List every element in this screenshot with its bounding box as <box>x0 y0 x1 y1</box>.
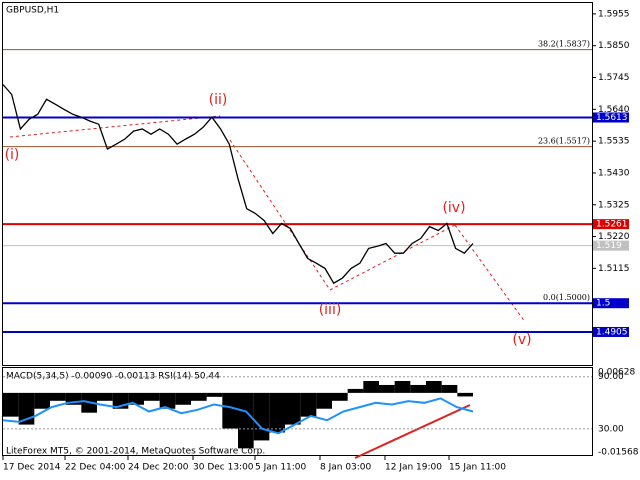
y-tick-label: 1.5745 <box>598 73 630 83</box>
rsi-line <box>2 397 474 435</box>
y-tick-label: 1.5220 <box>598 232 630 242</box>
macd-bar <box>175 392 191 405</box>
rsi-tick-label: 90.00 <box>598 372 624 382</box>
macd-bar <box>441 384 458 393</box>
price-box <box>593 298 629 309</box>
y-tick-label: 1.5850 <box>598 41 630 51</box>
wave-line <box>9 115 221 138</box>
macd-tick-label: -0.01568 <box>598 448 639 458</box>
y-tick-label: 1.5115 <box>598 264 630 274</box>
macd-bar <box>426 380 442 393</box>
macd-bar <box>18 392 35 425</box>
wave-label: (iii) <box>319 302 342 318</box>
macd-bar <box>363 380 379 393</box>
macd-bar <box>238 392 254 449</box>
macd-bar <box>34 392 50 409</box>
macd-bar <box>50 392 66 401</box>
indicator-frame <box>2 367 593 456</box>
rsi-trendline <box>354 404 471 459</box>
main-frame <box>2 2 593 366</box>
price-box <box>593 326 629 337</box>
fib-label: 23.6(1.5517) <box>538 137 590 146</box>
macd-bar <box>206 392 223 397</box>
price-box-label: 1.5 <box>596 299 610 309</box>
macd-bar <box>410 384 426 393</box>
x-tick-label: 8 Jan 03:00 <box>320 463 372 473</box>
price-box <box>593 112 629 123</box>
macd-bar <box>379 384 395 393</box>
y-tick-label: 1.5640 <box>598 105 630 115</box>
y-tick-label: 1.5955 <box>598 9 630 19</box>
macd-tick-label: 0.00628 <box>598 368 635 378</box>
x-tick-label: 12 Jan 19:00 <box>385 463 442 473</box>
wave-label: (i) <box>5 147 20 163</box>
price-box-label: 1.519 <box>596 241 622 251</box>
rsi-tick-label: 30.00 <box>598 424 624 434</box>
x-tick-label: 24 Dec 20:00 <box>128 463 189 473</box>
price-box-label: 1.5613 <box>596 113 628 123</box>
macd-bar <box>191 392 207 401</box>
price-box-label: 1.4905 <box>596 327 628 337</box>
macd-bar <box>3 392 19 417</box>
chart-title: GBPUSD,H1 <box>6 6 59 16</box>
indicator-label: MACD(5,34,5) -0.00090 -0.00113 RSI(14) 5… <box>6 372 220 382</box>
wave-line <box>329 224 456 291</box>
y-tick-label: 1.5325 <box>598 200 630 210</box>
macd-bar <box>65 392 82 405</box>
fib-label: 0.0(1.5000) <box>543 293 590 302</box>
copyright: LiteForex MT5, © 2001-2014, MetaQuotes S… <box>6 447 265 457</box>
macd-bar <box>269 392 285 433</box>
price-box-label: 1.5261 <box>596 220 628 230</box>
wave-line <box>229 139 331 291</box>
fib-label: 38.2(1.5837) <box>538 40 590 49</box>
macd-bar <box>128 392 144 405</box>
wave-label: (ii) <box>209 92 228 108</box>
macd-bar <box>347 388 364 393</box>
wave-line <box>454 224 526 323</box>
macd-bar <box>394 380 411 393</box>
price-box <box>593 240 629 251</box>
x-tick-label: 17 Dec 2014 <box>3 463 61 473</box>
wave-label: (v) <box>512 332 531 348</box>
macd-bar <box>457 392 473 397</box>
wave-label: (iv) <box>442 200 465 216</box>
macd-bar <box>253 392 270 441</box>
price-line <box>2 84 474 285</box>
x-tick-label: 22 Dec 04:00 <box>65 463 126 473</box>
y-tick-label: 1.5535 <box>598 137 630 147</box>
x-tick-label: 15 Jan 11:00 <box>449 463 506 473</box>
macd-bar <box>97 392 113 401</box>
macd-bar <box>159 392 176 409</box>
macd-bar <box>300 392 317 417</box>
macd-bar <box>144 392 160 401</box>
macd-bar <box>222 392 238 429</box>
price-box <box>593 219 629 230</box>
macd-bar <box>285 392 301 425</box>
x-tick-label: 5 Jan 11:00 <box>255 463 307 473</box>
macd-bar <box>316 392 332 409</box>
y-tick-label: 1.5430 <box>598 168 630 178</box>
macd-bar <box>332 392 348 401</box>
x-tick-label: 30 Dec 13:00 <box>193 463 254 473</box>
